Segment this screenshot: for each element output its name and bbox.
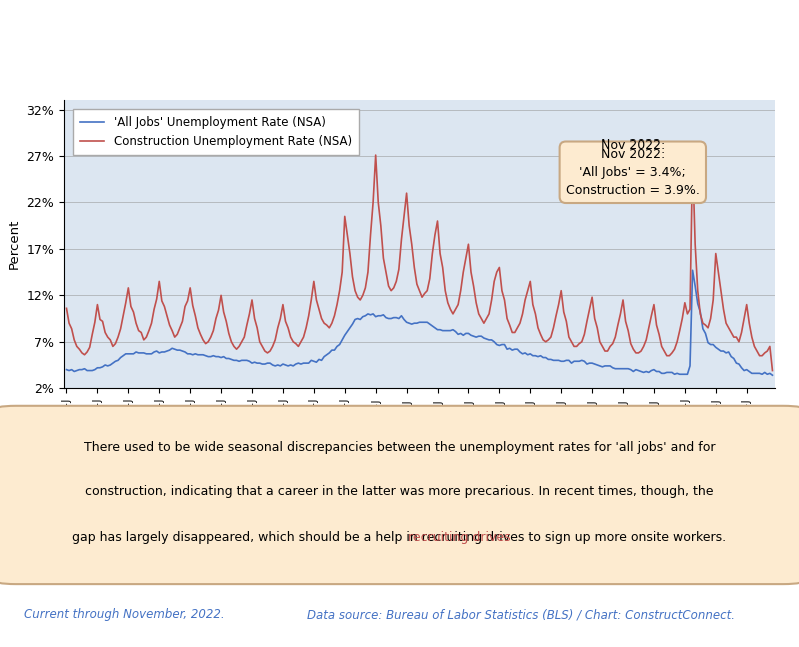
'All Jobs' Unemployment Rate (NSA) [768, 371, 777, 379]
Text: Nov 2022:: Nov 2022: [601, 138, 665, 151]
Text: Current through November, 2022.: Current through November, 2022. [24, 608, 225, 621]
'All Jobs' Unemployment Rate (NSA) [688, 267, 698, 274]
Text: Nov 2022:: Nov 2022: [601, 139, 665, 152]
Text: recruiting drives: recruiting drives [408, 531, 511, 543]
Text: (NOT SEASONALLY ADJUSTED (NSA)): (NOT SEASONALLY ADJUSTED (NSA)) [285, 65, 514, 78]
Construction Unemployment Rate (NSA) [299, 333, 308, 341]
Legend: 'All Jobs' Unemployment Rate (NSA), Construction Unemployment Rate (NSA): 'All Jobs' Unemployment Rate (NSA), Cons… [74, 109, 359, 155]
Text: gap has largely disappeared, which should be a help in recruiting drives to sign: gap has largely disappeared, which shoul… [73, 531, 726, 543]
Construction Unemployment Rate (NSA) [227, 338, 237, 345]
Text: There used to be wide seasonal discrepancies between the unemployment rates for : There used to be wide seasonal discrepan… [84, 441, 715, 454]
Construction Unemployment Rate (NSA) [62, 305, 71, 313]
'All Jobs' Unemployment Rate (NSA) [453, 331, 463, 338]
'All Jobs' Unemployment Rate (NSA) [299, 359, 308, 367]
'All Jobs' Unemployment Rate (NSA) [227, 356, 237, 364]
Construction Unemployment Rate (NSA) [505, 321, 515, 329]
'All Jobs' Unemployment Rate (NSA) [62, 366, 71, 373]
Construction Unemployment Rate (NSA) [768, 367, 777, 375]
Text: Data source: Bureau of Labor Statistics (BLS) / Chart: ConstructConnect.: Data source: Bureau of Labor Statistics … [308, 608, 735, 621]
Text: construction, indicating that a career in the latter was more precarious. In rec: construction, indicating that a career i… [85, 485, 714, 498]
Construction Unemployment Rate (NSA) [371, 151, 380, 159]
FancyBboxPatch shape [0, 406, 799, 584]
Construction Unemployment Rate (NSA) [556, 287, 566, 294]
'All Jobs' Unemployment Rate (NSA) [503, 345, 512, 353]
Text: U.S. UNEMPLOYMENT RATES: HEADLINE (i.e., 'ALL JOBS') & CONSTRUCTION: U.S. UNEMPLOYMENT RATES: HEADLINE (i.e.,… [78, 32, 721, 47]
X-axis label: Year and Month: Year and Month [358, 430, 481, 444]
Construction Unemployment Rate (NSA) [456, 287, 466, 294]
'All Jobs' Unemployment Rate (NSA) [484, 336, 494, 344]
Text: Nov 2022:
'All Jobs' = 3.4%;
Construction = 3.9%.: Nov 2022: 'All Jobs' = 3.4%; Constructio… [566, 148, 700, 197]
Y-axis label: Percent: Percent [8, 219, 21, 269]
Construction Unemployment Rate (NSA) [487, 296, 496, 304]
'All Jobs' Unemployment Rate (NSA) [554, 356, 563, 364]
Line: 'All Jobs' Unemployment Rate (NSA): 'All Jobs' Unemployment Rate (NSA) [66, 270, 773, 375]
Line: Construction Unemployment Rate (NSA): Construction Unemployment Rate (NSA) [66, 155, 773, 371]
